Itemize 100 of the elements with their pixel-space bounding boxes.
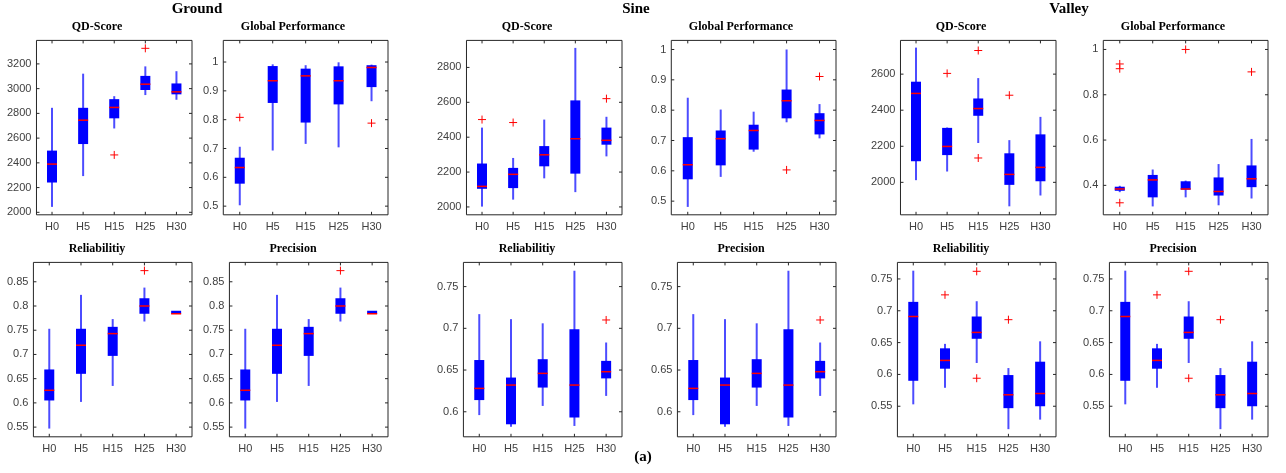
x-tick-label: H30 — [362, 442, 383, 455]
x-tick-label: H15 — [968, 220, 989, 233]
x-tick-label: H30 — [810, 442, 831, 455]
x-tick-label: H0 — [238, 442, 253, 455]
x-tick-label: H30 — [166, 442, 187, 455]
y-tick-label: 0.6 — [202, 170, 219, 183]
y-tick-label: 3200 — [6, 56, 32, 69]
y-tick-label: 2200 — [870, 139, 896, 152]
y-tick-label: 0.55 — [202, 420, 225, 433]
x-tick-label: H15 — [966, 442, 987, 455]
x-tick-label: H5 — [503, 442, 519, 455]
x-tick-label: H30 — [1030, 442, 1051, 455]
y-tick-label: 0.7 — [650, 133, 667, 146]
y-tick-label: 2000 — [436, 199, 462, 212]
text: Sine — [621, 0, 651, 17]
x-tick-label: H25 — [776, 220, 797, 233]
chart-title: Global Performance — [240, 19, 346, 34]
x-tick-label: H5 — [76, 220, 91, 233]
y-tick-label: 2400 — [436, 130, 462, 143]
x-tick-label: H25 — [328, 220, 349, 233]
x-tick-label: H25 — [564, 442, 585, 455]
chart-title: QD-Score — [71, 19, 123, 34]
y-tick-label: 1 — [1092, 42, 1099, 55]
text: Valley — [1048, 0, 1090, 17]
y-tick-label: 0.65 — [870, 335, 893, 348]
y-tick-label: 0.8 — [13, 299, 29, 312]
y-tick-label: 0.5 — [650, 194, 667, 207]
y-tick-label: 0.9 — [650, 72, 667, 85]
y-tick-label: 0.75 — [870, 271, 893, 284]
x-tick-label: H30 — [809, 220, 830, 233]
y-tick-label: 0.75 — [202, 323, 225, 336]
y-tick-label: 2800 — [436, 60, 462, 73]
y-tick-label: 0.65 — [202, 371, 225, 384]
x-tick-label: H5 — [717, 442, 733, 455]
y-tick-label: 0.7 — [443, 321, 459, 334]
y-tick-label: 0.7 — [1089, 303, 1105, 316]
x-tick-label: H15 — [532, 442, 553, 455]
x-tick-label: H5 — [713, 220, 728, 233]
x-tick-label: H25 — [135, 220, 156, 233]
x-tick-label: H0 — [908, 220, 924, 233]
x-tick-label: H5 — [506, 220, 521, 233]
y-tick-label: 0.7 — [13, 347, 29, 360]
y-tick-label: 0.6 — [650, 163, 667, 176]
x-tick-label: H30 — [1030, 220, 1051, 233]
chart-title: Precision — [269, 241, 317, 256]
x-tick-label: H15 — [102, 442, 123, 455]
x-tick-label: H15 — [104, 220, 125, 233]
y-tick-label: 0.55 — [1082, 399, 1105, 412]
y-tick-label: 0.65 — [1082, 335, 1105, 348]
chart-title: Precision — [717, 241, 765, 256]
x-tick-label: H15 — [534, 220, 555, 233]
y-tick-label: 0.6 — [13, 395, 29, 408]
y-tick-label: 0.85 — [202, 274, 225, 287]
y-tick-label: 0.55 — [870, 399, 893, 412]
y-tick-label: 3000 — [6, 81, 32, 94]
y-tick-label: 0.7 — [877, 303, 893, 316]
x-tick-label: H25 — [134, 442, 155, 455]
y-tick-label: 0.65 — [436, 363, 459, 376]
y-tick-label: 0.8 — [209, 299, 225, 312]
x-tick-label: H15 — [746, 442, 767, 455]
y-tick-label: 0.8 — [202, 112, 219, 125]
text: (a) — [634, 448, 652, 464]
chart-title: Reliabilitiy — [932, 241, 990, 256]
x-tick-label: H25 — [565, 220, 586, 233]
y-tick-label: 2600 — [870, 67, 896, 80]
x-tick-label: H0 — [1118, 442, 1133, 455]
x-tick-label: H0 — [42, 442, 57, 455]
y-tick-label: 0.7 — [209, 347, 225, 360]
x-tick-label: H30 — [1241, 220, 1262, 233]
y-tick-label: 2600 — [6, 131, 32, 144]
y-tick-label: 0.65 — [6, 371, 29, 384]
chart-title: QD-Score — [501, 19, 553, 34]
y-tick-label: 0.75 — [650, 279, 673, 292]
x-tick-label: H25 — [999, 220, 1020, 233]
x-tick-label: H5 — [1149, 442, 1165, 455]
y-tick-label: 2400 — [870, 103, 896, 116]
y-tick-label: 2200 — [6, 180, 32, 193]
text: Ground — [170, 0, 224, 17]
y-tick-label: 2600 — [436, 95, 462, 108]
y-tick-label: 0.6 — [657, 404, 673, 417]
y-tick-label: 2800 — [6, 106, 32, 119]
x-tick-label: H15 — [1178, 442, 1199, 455]
y-tick-label: 0.6 — [877, 367, 893, 380]
x-tick-label: H25 — [1210, 442, 1231, 455]
chart-title: Precision — [1149, 241, 1197, 256]
x-tick-label: H15 — [295, 220, 316, 233]
y-tick-label: 1 — [212, 55, 219, 68]
y-tick-label: 0.8 — [650, 103, 667, 116]
y-tick-label: 0.75 — [6, 323, 29, 336]
x-tick-label: H0 — [474, 220, 490, 233]
x-tick-label: H25 — [330, 442, 351, 455]
x-tick-label: H30 — [596, 220, 617, 233]
y-tick-label: 0.4 — [1082, 178, 1099, 191]
x-tick-label: H30 — [1242, 442, 1263, 455]
x-tick-label: H5 — [937, 442, 953, 455]
x-tick-label: H0 — [232, 220, 247, 233]
x-tick-label: H25 — [778, 442, 799, 455]
y-tick-label: 0.9 — [202, 83, 219, 96]
chart-title: Global Performance — [1120, 19, 1226, 34]
x-tick-label: H30 — [361, 220, 382, 233]
